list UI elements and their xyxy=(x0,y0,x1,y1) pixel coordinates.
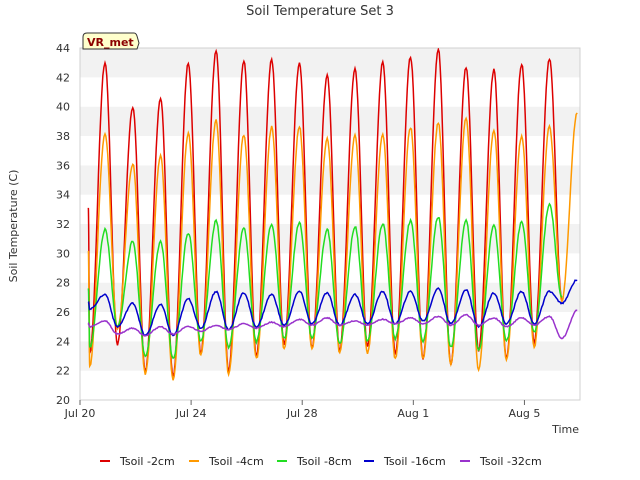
station-badge: VR_met xyxy=(82,32,140,50)
x-tick-label: Jul 28 xyxy=(286,407,318,420)
y-axis-ticks: 20 22 24 26 28 30 32 34 36 38 40 42 44 xyxy=(56,42,70,407)
y-tick-label: 28 xyxy=(56,277,70,290)
y-tick-label: 36 xyxy=(56,159,70,172)
legend-entry: Tsoil -2cm xyxy=(119,455,175,468)
series-line-tsoil2cm xyxy=(87,48,563,377)
series-line-tsoil8cm xyxy=(87,202,563,360)
y-tick-label: 32 xyxy=(56,218,70,231)
grid-band xyxy=(80,312,580,342)
legend-entry: Tsoil -16cm xyxy=(383,455,446,468)
series-line-tsoil32cm xyxy=(87,309,578,340)
y-tick-label: 34 xyxy=(56,189,70,202)
y-tick-label: 26 xyxy=(56,306,70,319)
legend-entry: Tsoil -32cm xyxy=(479,455,542,468)
badge-shape xyxy=(82,32,140,50)
x-axis-ticks: Jul 20 Jul 24 Jul 28 Aug 1 Aug 5 xyxy=(64,400,540,420)
chart-legend: Tsoil -2cm Tsoil -4cm Tsoil -8cm Tsoil -16c… xyxy=(100,455,542,468)
series-line-tsoil16cm xyxy=(87,279,578,337)
series-line-tsoil4cm xyxy=(87,112,578,381)
legend-entry: Tsoil -4cm xyxy=(208,455,264,468)
x-tick-label: Jul 24 xyxy=(175,407,207,420)
chart-title: Soil Temperature Set 3 xyxy=(246,4,394,19)
plot-area-frame xyxy=(79,47,581,401)
x-axis-label: Time xyxy=(551,423,579,436)
series-lines xyxy=(87,48,578,381)
y-tick-label: 40 xyxy=(56,101,70,114)
y-axis-label: Soil Temperature (C) xyxy=(7,170,20,283)
legend-entry: Tsoil -8cm xyxy=(296,455,352,468)
grid-band xyxy=(80,370,580,400)
x-tick-label: Aug 5 xyxy=(508,407,540,420)
y-tick-label: 22 xyxy=(56,365,70,378)
y-tick-label: 20 xyxy=(56,394,70,407)
grid-band xyxy=(80,194,580,224)
x-tick-label: Aug 1 xyxy=(397,407,429,420)
y-tick-label: 24 xyxy=(56,335,70,348)
y-tick-label: 44 xyxy=(56,42,70,55)
y-tick-label: 38 xyxy=(56,130,70,143)
badge-label: VR_met xyxy=(87,36,134,49)
grid-band xyxy=(80,341,580,371)
grid-band xyxy=(80,48,580,78)
y-tick-label: 30 xyxy=(56,247,70,260)
y-tick-label: 42 xyxy=(56,71,70,84)
x-tick-label: Jul 20 xyxy=(64,407,96,420)
